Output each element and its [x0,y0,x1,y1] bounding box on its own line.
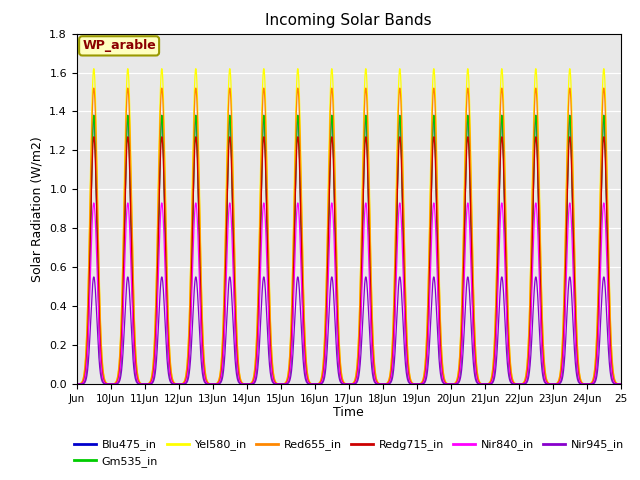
Redg715_in [100,379,108,384]
Line: Yel580_in: Yel580_in [77,69,621,384]
Gm535_in [270,380,278,385]
Nir840_in [476,381,484,386]
Line: Nir840_in: Nir840_in [77,203,621,384]
Red655_in [73,381,81,387]
Yel580_in [617,381,625,387]
Blu475_in [90,112,98,118]
Redg715_in [617,381,625,387]
Y-axis label: Solar Radiation (W/m2): Solar Radiation (W/m2) [31,136,44,282]
Redg715_in [419,380,426,386]
Nir945_in [90,274,98,280]
Line: Gm535_in: Gm535_in [77,115,621,384]
Blu475_in [476,381,484,387]
Text: WP_arable: WP_arable [82,39,156,52]
Nir945_in [476,381,484,387]
Yel580_in [476,380,484,385]
Nir840_in [617,381,625,387]
Nir945_in [617,381,625,387]
Nir945_in [419,381,426,387]
Redg715_in [90,134,98,140]
Redg715_in [506,358,513,364]
Red655_in [270,373,278,379]
Red655_in [90,85,98,91]
Line: Nir945_in: Nir945_in [77,277,621,384]
Gm535_in [419,381,426,386]
Yel580_in [395,78,403,84]
Yel580_in [73,381,81,387]
Nir840_in [419,381,426,386]
Nir945_in [73,381,81,387]
Line: Redg715_in: Redg715_in [77,137,621,384]
Blu475_in [270,380,278,385]
Blu475_in [419,381,426,386]
Nir945_in [270,381,278,386]
Gm535_in [476,381,484,387]
Nir945_in [506,375,513,381]
Gm535_in [395,128,403,133]
Blu475_in [617,381,625,387]
Gm535_in [617,381,625,387]
Blu475_in [73,381,81,387]
Nir840_in [73,381,81,387]
Gm535_in [100,380,108,386]
Redg715_in [476,381,484,386]
Yel580_in [90,66,98,72]
Redg715_in [73,381,81,387]
Red655_in [395,96,403,102]
Gm535_in [506,367,513,372]
Blu475_in [506,367,513,372]
Title: Incoming Solar Bands: Incoming Solar Bands [266,13,432,28]
Yel580_in [506,336,513,342]
Nir840_in [270,379,278,384]
Nir945_in [395,280,403,286]
Red655_in [100,375,108,381]
Redg715_in [270,378,278,384]
Nir840_in [100,380,108,385]
Yel580_in [419,378,426,384]
Red655_in [617,381,625,387]
Legend: Blu475_in, Gm535_in, Yel580_in, Red655_in, Redg715_in, Nir840_in, Nir945_in: Blu475_in, Gm535_in, Yel580_in, Red655_i… [70,435,628,471]
Red655_in [419,378,426,384]
Red655_in [476,380,484,385]
Gm535_in [90,112,98,118]
Red655_in [506,339,513,345]
Nir840_in [395,208,403,214]
Nir840_in [90,200,98,206]
Gm535_in [73,381,81,387]
Redg715_in [395,145,403,151]
Nir945_in [100,381,108,386]
Line: Red655_in: Red655_in [77,88,621,384]
X-axis label: Time: Time [333,407,364,420]
Yel580_in [270,372,278,378]
Line: Blu475_in: Blu475_in [77,115,621,384]
Blu475_in [395,128,403,133]
Yel580_in [100,374,108,380]
Nir840_in [506,364,513,370]
Blu475_in [100,380,108,386]
